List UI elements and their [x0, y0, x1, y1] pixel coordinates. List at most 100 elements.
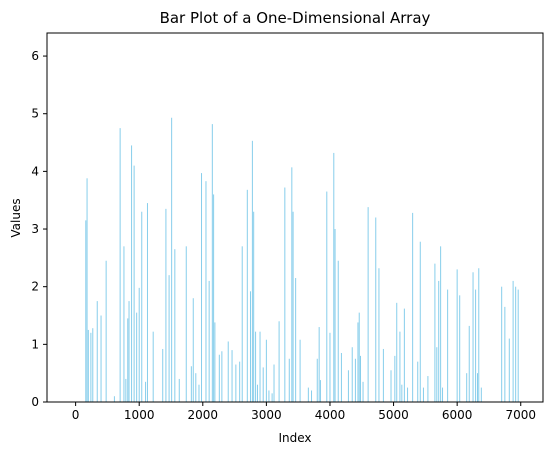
bar-24 [168, 275, 170, 402]
bar-79 [357, 322, 359, 402]
bar-109 [472, 272, 474, 402]
bar-93 [407, 387, 409, 402]
bar-114 [501, 286, 503, 402]
bar-23 [165, 208, 167, 402]
bar-54 [265, 339, 267, 402]
bar-36 [211, 124, 213, 402]
bar-102 [440, 246, 442, 402]
bar-61 [291, 167, 293, 402]
bar-16 [136, 312, 138, 402]
axes-layer: 0 1000 2000 3000 4000 5000 6000 7000 0 1 2 3 4 5 6 [31, 32, 544, 422]
bar-35 [208, 280, 210, 402]
bar-25 [171, 117, 173, 402]
bar-69 [319, 380, 321, 402]
bar-17 [138, 287, 140, 402]
bar-106 [459, 295, 461, 402]
bar-13 [128, 301, 130, 402]
bar-95 [417, 361, 419, 402]
x-tick-label-7: 7000 [505, 408, 536, 422]
bar-73 [334, 229, 336, 402]
x-tick-label-3: 3000 [251, 408, 282, 422]
bar-86 [382, 348, 384, 402]
bar-119 [517, 289, 519, 402]
y-tick-label-5: 5 [31, 107, 39, 121]
bar-1 [86, 178, 88, 402]
bar-15 [133, 165, 135, 402]
bar-63 [295, 278, 297, 402]
bar-75 [340, 352, 342, 402]
bar-85 [378, 268, 380, 402]
bars-layer [85, 117, 519, 403]
bar-8 [113, 396, 115, 402]
bar-92 [403, 308, 405, 402]
bar-103 [442, 387, 444, 402]
bar-0 [85, 220, 87, 402]
bar-96 [419, 241, 421, 402]
x-tick-label-6: 6000 [442, 408, 473, 422]
bar-117 [512, 280, 514, 402]
bar-22 [162, 348, 164, 402]
bar-10 [123, 246, 125, 402]
bar-113 [480, 387, 482, 402]
bar-100 [436, 347, 438, 402]
bar-2 [87, 329, 89, 402]
plot-frame [46, 32, 544, 403]
bar-112 [478, 268, 480, 402]
bar-66 [311, 390, 313, 402]
bar-38 [214, 322, 216, 402]
bar-87 [390, 370, 392, 402]
bar-94 [412, 212, 414, 402]
bar-65 [307, 387, 309, 402]
bar-12 [127, 318, 129, 402]
bar-88 [394, 355, 396, 403]
bar-70 [326, 191, 328, 402]
bar-90 [399, 331, 401, 402]
bar-115 [504, 306, 506, 402]
bar-29 [190, 366, 192, 402]
bar-64 [299, 339, 301, 402]
bar-62 [292, 211, 294, 402]
bar-82 [362, 381, 364, 402]
bar-11 [125, 378, 127, 402]
bar-83 [367, 207, 369, 402]
bar-18 [141, 211, 143, 402]
bar-37 [213, 194, 215, 402]
bar-27 [178, 378, 180, 402]
bar-111 [477, 373, 478, 402]
bar-49 [253, 211, 255, 402]
bar-4 [92, 328, 94, 402]
bar-19 [145, 381, 147, 402]
bar-99 [434, 263, 436, 403]
x-tick-label-1: 1000 [124, 408, 155, 422]
bar-57 [273, 364, 275, 402]
bar-77 [351, 347, 353, 402]
y-axis-label: Values [9, 198, 23, 237]
bar-21 [152, 331, 154, 402]
bar-97 [422, 387, 424, 402]
bar-98 [427, 376, 429, 402]
bar-9 [119, 128, 121, 402]
bar-34 [205, 181, 207, 402]
bar-78 [354, 358, 356, 402]
bar-28 [185, 246, 187, 402]
bar-33 [201, 173, 203, 402]
bar-91 [401, 384, 403, 402]
bar-48 [251, 140, 253, 402]
bar-110 [475, 289, 477, 402]
bar-104 [447, 289, 449, 402]
bar-6 [100, 315, 102, 402]
bar-89 [396, 302, 398, 402]
bar-67 [316, 358, 318, 402]
bar-56 [271, 393, 273, 402]
bar-31 [195, 373, 197, 402]
bar-118 [515, 286, 517, 402]
bar-71 [329, 332, 331, 402]
y-tick-label-4: 4 [31, 164, 39, 178]
bar-14 [131, 145, 133, 402]
bar-101 [438, 280, 440, 402]
bar-5 [96, 301, 98, 402]
bar-41 [227, 341, 229, 402]
bar-76 [347, 370, 349, 402]
x-tick-label-4: 4000 [315, 408, 346, 422]
